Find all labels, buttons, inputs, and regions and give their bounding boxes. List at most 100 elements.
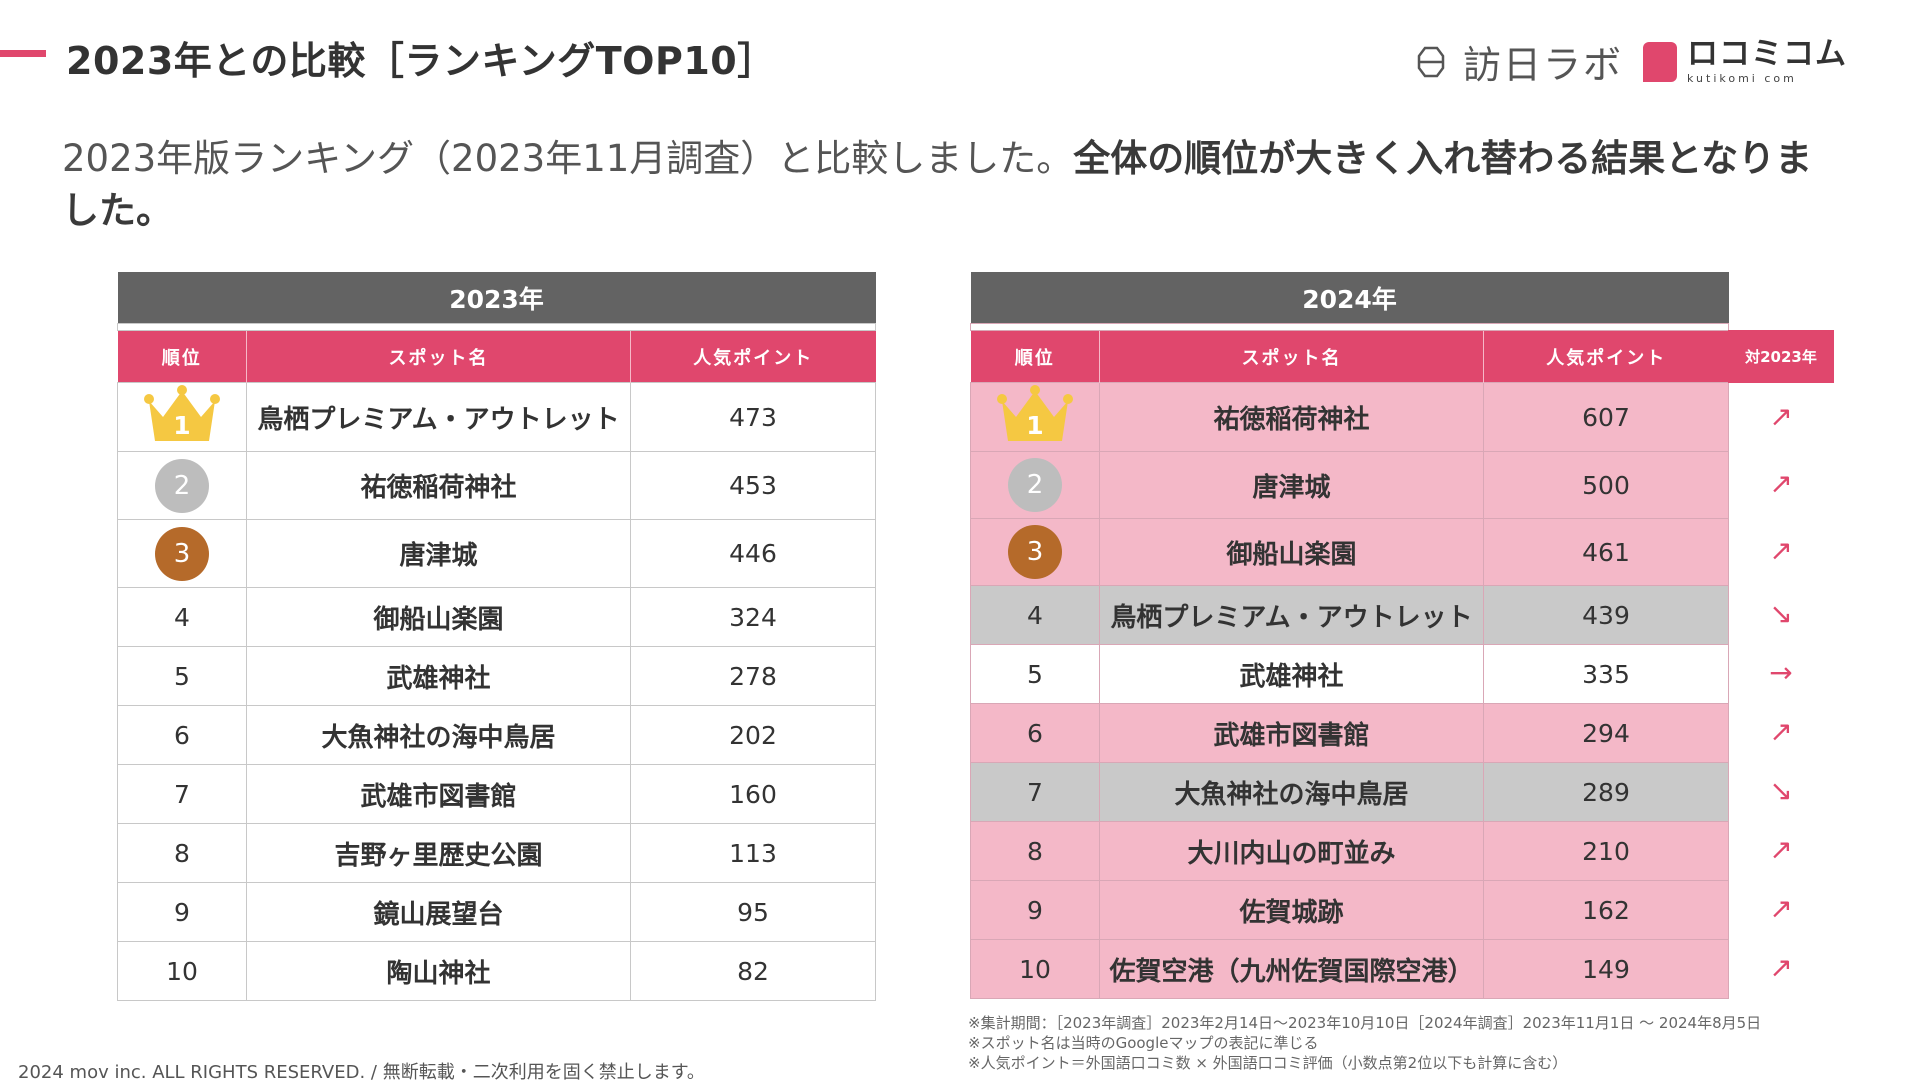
col-spot-header: スポット名	[1099, 330, 1484, 383]
trend-arrow-icon: ↘	[1769, 774, 1793, 807]
lead-normal: 2023年版ランキング（2023年11月調査）と比較しました。	[62, 137, 1074, 180]
rank-cell: 1	[117, 382, 247, 452]
points-cell: 439	[1483, 585, 1729, 645]
trend-arrow-icon: ↗	[1769, 467, 1793, 500]
lead-bold: 全体の順位が大きく入れ替わる結果となりました。	[62, 137, 1813, 232]
rank-number: 1	[1026, 411, 1044, 440]
table-row: 9 鏡山展望台 95	[117, 882, 876, 942]
trend-arrow-icon: ↗	[1769, 534, 1793, 567]
kutikomi-logo-text: ロコミコム	[1687, 36, 1847, 72]
points-cell: 149	[1483, 939, 1729, 999]
table-row: 1 祐徳稲荷神社 607	[970, 382, 1729, 452]
table-row: 4 御船山楽園 324	[117, 587, 876, 647]
spot-name-cell: 唐津城	[246, 519, 631, 588]
silver-medal-icon: 2	[155, 458, 209, 513]
rank-cell: 4	[970, 585, 1100, 645]
col-rank-header: 順位	[117, 330, 247, 383]
spot-name-cell: 大魚神社の海中鳥居	[1099, 762, 1484, 822]
lab-logo-icon	[1417, 46, 1445, 77]
lead-text: 2023年版ランキング（2023年11月調査）と比較しました。全体の順位が大きく…	[62, 133, 1832, 237]
points-cell: 160	[630, 764, 876, 824]
points-cell: 210	[1483, 821, 1729, 881]
table-row: 2 唐津城 500	[970, 451, 1729, 519]
logo-group: 訪日ラボ ロコミコム kutikomi com	[1411, 34, 1847, 89]
points-cell: 162	[1483, 880, 1729, 940]
points-cell: 607	[1483, 382, 1729, 452]
table-row: 9 佐賀城跡 162	[970, 880, 1729, 940]
rank-cell: 5	[970, 644, 1100, 704]
rank-cell: 5	[117, 646, 247, 706]
spot-name-cell: 武雄神社	[1099, 644, 1484, 704]
rank-cell: 7	[970, 762, 1100, 822]
rank-cell: 6	[970, 703, 1100, 763]
bronze-medal-icon: 3	[1008, 525, 1062, 579]
trend-arrow-icon: ↗	[1769, 400, 1793, 433]
table-row: 7 武雄市図書館 160	[117, 764, 876, 824]
page-title: 2023年との比較［ランキングTOP10］	[66, 39, 776, 83]
col-vs-header: 対2023年	[1728, 330, 1834, 383]
col-rank-header: 順位	[970, 330, 1100, 383]
spot-name-cell: 大魚神社の海中鳥居	[246, 705, 631, 765]
spot-name-cell: 陶山神社	[246, 941, 631, 1001]
kutikomi-logo: ロコミコム kutikomi com	[1643, 39, 1847, 84]
spot-name-cell: 佐賀空港（九州佐賀国際空港）	[1099, 939, 1484, 999]
rank-number: 3	[1026, 537, 1044, 567]
table-row: 5 武雄神社 278	[117, 646, 876, 706]
crown-icon: 1	[141, 383, 223, 445]
crown-icon: 1	[994, 383, 1076, 445]
table-row: 3 唐津城 446	[117, 519, 876, 588]
points-cell: 95	[630, 882, 876, 942]
table-row: 3 御船山楽園 461	[970, 518, 1729, 586]
rank-cell: 2	[970, 451, 1100, 519]
table-row: 6 武雄市図書館 294	[970, 703, 1729, 763]
table-2024-year: 2024年	[970, 272, 1729, 324]
rank-cell: 10	[970, 939, 1100, 999]
rank-number: 2	[1026, 470, 1044, 500]
spot-name-cell: 武雄神社	[246, 646, 631, 706]
rank-cell: 7	[117, 764, 247, 824]
rank-cell: 6	[117, 705, 247, 765]
spot-name-cell: 大川内山の町並み	[1099, 821, 1484, 881]
table-row: 6 大魚神社の海中鳥居 202	[117, 705, 876, 765]
trend-arrow-icon: ↘	[1769, 597, 1793, 630]
table-row: 8 大川内山の町並み 210	[970, 821, 1729, 881]
points-cell: 202	[630, 705, 876, 765]
ranking-table-2024: 2024年 順位 スポット名 人気ポイント 1 祐徳稲荷神社 607 2 唐津城 500 3…	[970, 272, 1729, 999]
rank-cell: 9	[117, 882, 247, 942]
table-row: 4 鳥栖プレミアム・アウトレット 439	[970, 585, 1729, 645]
table-row: 10 陶山神社 82	[117, 941, 876, 1001]
honichi-lab-logo: 訪日ラボ	[1411, 34, 1623, 89]
spot-name-cell: 佐賀城跡	[1099, 880, 1484, 940]
rank-cell: 3	[117, 519, 247, 588]
table-row: 10 佐賀空港（九州佐賀国際空港） 149	[970, 939, 1729, 999]
table-row: 5 武雄神社 335	[970, 644, 1729, 704]
spot-name-cell: 吉野ヶ里歴史公園	[246, 823, 631, 883]
points-cell: 446	[630, 519, 876, 588]
points-cell: 82	[630, 941, 876, 1001]
points-cell: 113	[630, 823, 876, 883]
trend-arrow-icon: ↗	[1769, 833, 1793, 866]
rank-number: 3	[173, 538, 191, 569]
spot-name-cell: 鏡山展望台	[246, 882, 631, 942]
note-line: ※集計期間：［2023年調査］2023年2月14日〜2023年10月10日［20…	[968, 1014, 1762, 1032]
spot-name-cell: 御船山楽園	[1099, 518, 1484, 586]
table-row: 7 大魚神社の海中鳥居 289	[970, 762, 1729, 822]
table-row: 8 吉野ヶ里歴史公園 113	[117, 823, 876, 883]
rank-cell: 10	[117, 941, 247, 1001]
spot-name-cell: 唐津城	[1099, 451, 1484, 519]
points-cell: 278	[630, 646, 876, 706]
trend-arrow-icon: ↗	[1769, 715, 1793, 748]
copyright-footer: 2024 mov inc. ALL RIGHTS RESERVED. / 無断転…	[18, 1062, 705, 1083]
points-cell: 473	[630, 382, 876, 452]
lab-logo-text: 訪日ラボ	[1462, 43, 1623, 87]
col-spot-header: スポット名	[246, 330, 631, 383]
rank-cell: 1	[970, 382, 1100, 452]
kutikomi-logo-subtext: kutikomi com	[1687, 72, 1797, 85]
rank-number: 1	[173, 411, 191, 440]
trend-column: 対2023年 ↗ ↗ ↗ ↘ → ↗ ↘ ↗ ↗ ↗	[1728, 330, 1834, 997]
points-cell: 335	[1483, 644, 1729, 704]
bronze-medal-icon: 3	[155, 526, 209, 581]
note-line: ※人気ポイント＝外国語口コミ数 × 外国語口コミ評価（小数点第2位以下も計算に含…	[968, 1054, 1568, 1072]
points-cell: 461	[1483, 518, 1729, 586]
col-points-header: 人気ポイント	[630, 330, 876, 383]
